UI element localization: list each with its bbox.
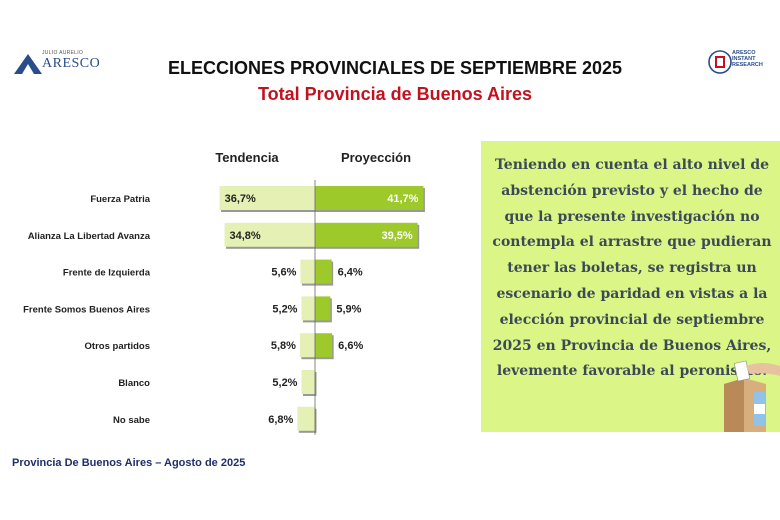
tendencia-value-label: 6,8% bbox=[268, 414, 293, 426]
page-title: ELECCIONES PROVINCIALES DE SEPTIEMBRE 20… bbox=[167, 58, 623, 78]
category-label: Blanco bbox=[118, 378, 150, 389]
category-label: Fuerza Patria bbox=[90, 194, 150, 205]
tendencia-value-label: 36,7% bbox=[225, 193, 256, 205]
tendencia-bar bbox=[297, 406, 315, 431]
proyeccion-bar bbox=[315, 222, 418, 247]
info-note-text: Teniendo en cuenta el alto nivel de abst… bbox=[492, 157, 772, 380]
category-label: No sabe bbox=[113, 415, 150, 426]
page-subtitle: Total Provincia de Buenos Aires bbox=[257, 84, 533, 104]
tendencia-bar bbox=[224, 222, 315, 247]
proyeccion-value-label: 6,6% bbox=[338, 340, 363, 352]
seal-icon bbox=[708, 50, 732, 74]
tendencia-value-label: 5,2% bbox=[272, 303, 297, 315]
logo-right-text: ARESCO INSTANT RESEARCH bbox=[732, 50, 763, 68]
logo-left-small-text: JULIO AURELIO bbox=[42, 50, 84, 56]
category-label: Frente de Izquierda bbox=[63, 268, 151, 279]
bar-chart: Tendencia Proyección Fuerza Patria 36,7% 41,… bbox=[23, 150, 425, 435]
proyeccion-bar bbox=[315, 333, 333, 358]
tendencia-value-label: 5,2% bbox=[272, 377, 297, 389]
tendencia-bar bbox=[219, 186, 315, 210]
footer-source: Provincia De Buenos Aires – Agosto de 20… bbox=[12, 457, 246, 469]
proyeccion-value-label: 6,4% bbox=[338, 267, 363, 279]
aresco-logo: JULIO AURELIO ARESCO bbox=[12, 46, 100, 80]
tendencia-bar bbox=[301, 370, 315, 394]
series-header-proyeccion: Proyección bbox=[341, 150, 411, 165]
category-label: Frente Somos Buenos Aires bbox=[23, 304, 150, 315]
aresco-instant-research-logo: ARESCO INSTANT RESEARCH bbox=[708, 44, 776, 82]
tendencia-value-label: 5,8% bbox=[271, 340, 296, 352]
tendencia-bar bbox=[300, 259, 315, 284]
proyeccion-bar bbox=[315, 259, 332, 284]
proyeccion-bar bbox=[315, 296, 331, 321]
tendencia-bar bbox=[299, 333, 315, 358]
aresco-logo-icon bbox=[14, 54, 42, 74]
proyeccion-value-label: 5,9% bbox=[336, 303, 361, 315]
proyeccion-value-label: 41,7% bbox=[387, 193, 418, 205]
series-header-tendencia: Tendencia bbox=[215, 150, 279, 165]
ballot-box-icon bbox=[724, 360, 780, 432]
proyeccion-bar bbox=[315, 186, 424, 210]
category-label: Alianza La Libertad Avanza bbox=[28, 231, 151, 242]
info-note-box: Teniendo en cuenta el alto nivel de abst… bbox=[481, 141, 780, 432]
proyeccion-value-label: 39,5% bbox=[381, 230, 412, 242]
tendencia-value-label: 5,6% bbox=[271, 267, 296, 279]
tendencia-value-label: 34,8% bbox=[230, 230, 261, 242]
logo-left-name: ARESCO bbox=[42, 56, 101, 71]
tendencia-bar bbox=[301, 296, 315, 321]
category-label: Otros partidos bbox=[85, 341, 150, 352]
